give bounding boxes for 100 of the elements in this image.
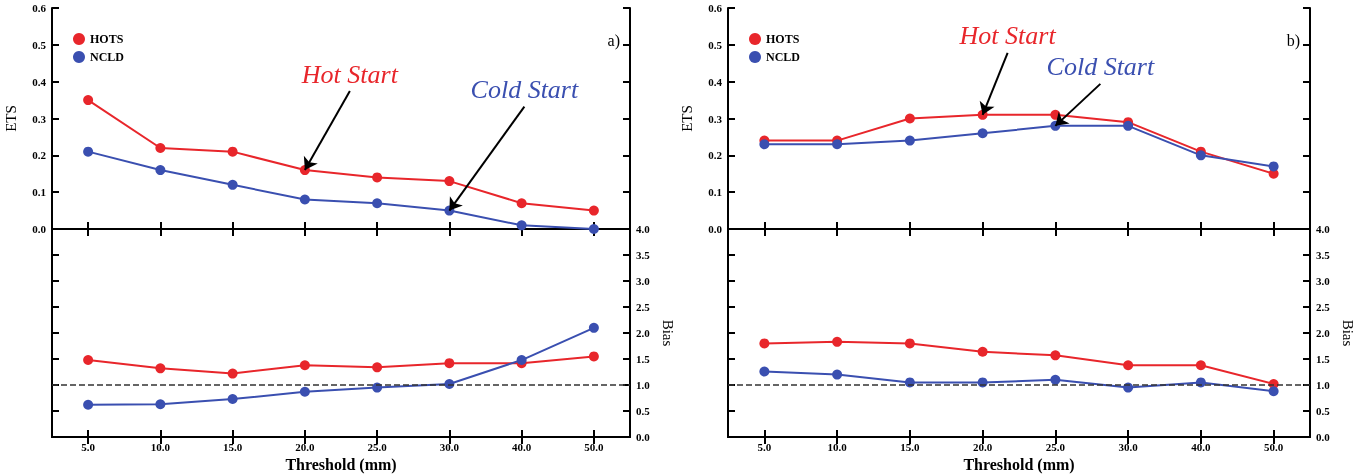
point bbox=[227, 146, 238, 157]
point bbox=[1123, 360, 1134, 371]
point bbox=[372, 362, 383, 373]
point bbox=[588, 205, 599, 216]
y2-tick-label: 1.0 bbox=[636, 379, 651, 391]
y-tick-label: 0.1 bbox=[32, 186, 46, 199]
point bbox=[83, 399, 94, 410]
y2-tick-label: 3.5 bbox=[636, 249, 651, 261]
x-tick-label: 40.0 bbox=[512, 440, 532, 453]
annotation: Hot Start bbox=[300, 59, 399, 89]
y-tick-label: 0.3 bbox=[32, 112, 47, 125]
y-tick-label: 0.0 bbox=[708, 223, 723, 235]
y2-tick-label: 0.5 bbox=[636, 405, 651, 417]
y-tick-label: 0.2 bbox=[32, 149, 47, 162]
y2-tick-label: 4.0 bbox=[1316, 223, 1331, 235]
y2-tick-label: 0.0 bbox=[636, 431, 651, 443]
point bbox=[83, 355, 94, 366]
x-tick-label: 5.0 bbox=[81, 440, 96, 453]
y-tick-label: 0.4 bbox=[32, 75, 47, 88]
x-axis-title: Threshold (mm) bbox=[963, 456, 1075, 475]
point bbox=[759, 338, 770, 349]
x-tick-label: 25.0 bbox=[1045, 440, 1066, 453]
x-tick-label: 10.0 bbox=[827, 440, 848, 453]
legend-label: NCLD bbox=[90, 50, 125, 64]
y2-tick-label: 0.5 bbox=[1316, 405, 1331, 417]
legend-label: HOTS bbox=[90, 32, 124, 46]
y2-tick-label: 2.0 bbox=[636, 327, 651, 339]
y-tick-label: 0.3 bbox=[708, 112, 723, 125]
point bbox=[227, 394, 238, 405]
y-tick-label: 0.5 bbox=[32, 38, 47, 51]
annotation: Cold Start bbox=[470, 75, 579, 105]
y-tick-label: 0.0 bbox=[32, 223, 47, 235]
y-tick-label: 0.6 bbox=[708, 2, 723, 14]
annotation: Cold Start bbox=[1046, 52, 1155, 82]
legend-label: NCLD bbox=[766, 50, 801, 64]
point bbox=[516, 220, 527, 231]
point bbox=[977, 128, 988, 139]
y2-axis-title: Bias bbox=[660, 319, 677, 347]
x-tick-label: 5.0 bbox=[757, 440, 772, 453]
x-tick-label: 15.0 bbox=[900, 440, 920, 453]
point bbox=[832, 336, 843, 347]
y2-tick-label: 0.0 bbox=[1316, 431, 1331, 443]
point bbox=[227, 179, 238, 190]
point bbox=[759, 139, 770, 150]
y2-axis-title: Bias bbox=[1340, 319, 1356, 347]
y-axis-title: ETS bbox=[2, 105, 19, 132]
x-tick-label: 30.0 bbox=[1118, 440, 1139, 453]
point bbox=[155, 399, 166, 410]
point bbox=[588, 322, 599, 333]
point bbox=[904, 113, 915, 124]
y-tick-label: 0.2 bbox=[708, 149, 723, 162]
point bbox=[977, 346, 988, 357]
y2-tick-label: 2.0 bbox=[1316, 327, 1331, 339]
point bbox=[832, 369, 843, 380]
point bbox=[1195, 150, 1206, 161]
point bbox=[83, 146, 94, 157]
y-tick-label: 0.1 bbox=[708, 186, 722, 199]
y2-tick-label: 3.0 bbox=[636, 275, 651, 287]
point bbox=[444, 176, 455, 187]
x-tick-label: 50.0 bbox=[584, 440, 604, 453]
point bbox=[588, 224, 599, 234]
y-tick-label: 0.4 bbox=[708, 75, 723, 88]
point bbox=[832, 139, 843, 150]
y2-tick-label: 3.5 bbox=[1316, 249, 1331, 261]
point bbox=[299, 194, 310, 205]
y2-tick-label: 3.0 bbox=[1316, 275, 1331, 287]
point bbox=[759, 366, 770, 377]
point bbox=[904, 338, 915, 349]
x-tick-label: 25.0 bbox=[367, 440, 388, 453]
x-tick-label: 40.0 bbox=[1191, 440, 1211, 453]
point bbox=[516, 198, 527, 209]
y2-tick-label: 4.0 bbox=[636, 223, 651, 235]
point bbox=[372, 198, 383, 209]
point bbox=[1050, 374, 1061, 385]
point bbox=[1195, 360, 1206, 371]
y-axis-title: ETS bbox=[678, 105, 695, 132]
point bbox=[299, 386, 310, 397]
x-tick-label: 10.0 bbox=[150, 440, 171, 453]
y-tick-label: 0.5 bbox=[708, 38, 723, 51]
point bbox=[588, 351, 599, 362]
x-tick-label: 15.0 bbox=[223, 440, 243, 453]
y2-tick-label: 2.5 bbox=[636, 301, 651, 313]
point bbox=[155, 142, 166, 153]
point bbox=[372, 172, 383, 183]
point bbox=[83, 95, 94, 106]
y2-tick-label: 1.5 bbox=[636, 353, 651, 365]
y2-tick-label: 1.5 bbox=[1316, 353, 1331, 365]
y2-tick-label: 1.0 bbox=[1316, 379, 1331, 391]
point bbox=[1050, 350, 1061, 361]
x-tick-label: 20.0 bbox=[973, 440, 993, 453]
y-tick-label: 0.6 bbox=[32, 2, 47, 14]
point bbox=[1268, 161, 1279, 172]
point bbox=[155, 363, 166, 374]
point bbox=[904, 135, 915, 146]
y2-tick-label: 2.5 bbox=[1316, 301, 1331, 313]
annotation: Hot Start bbox=[958, 21, 1057, 51]
annotation: b) bbox=[1286, 31, 1300, 50]
legend-label: HOTS bbox=[766, 32, 800, 46]
x-tick-label: 30.0 bbox=[439, 440, 460, 453]
point bbox=[1268, 386, 1279, 397]
